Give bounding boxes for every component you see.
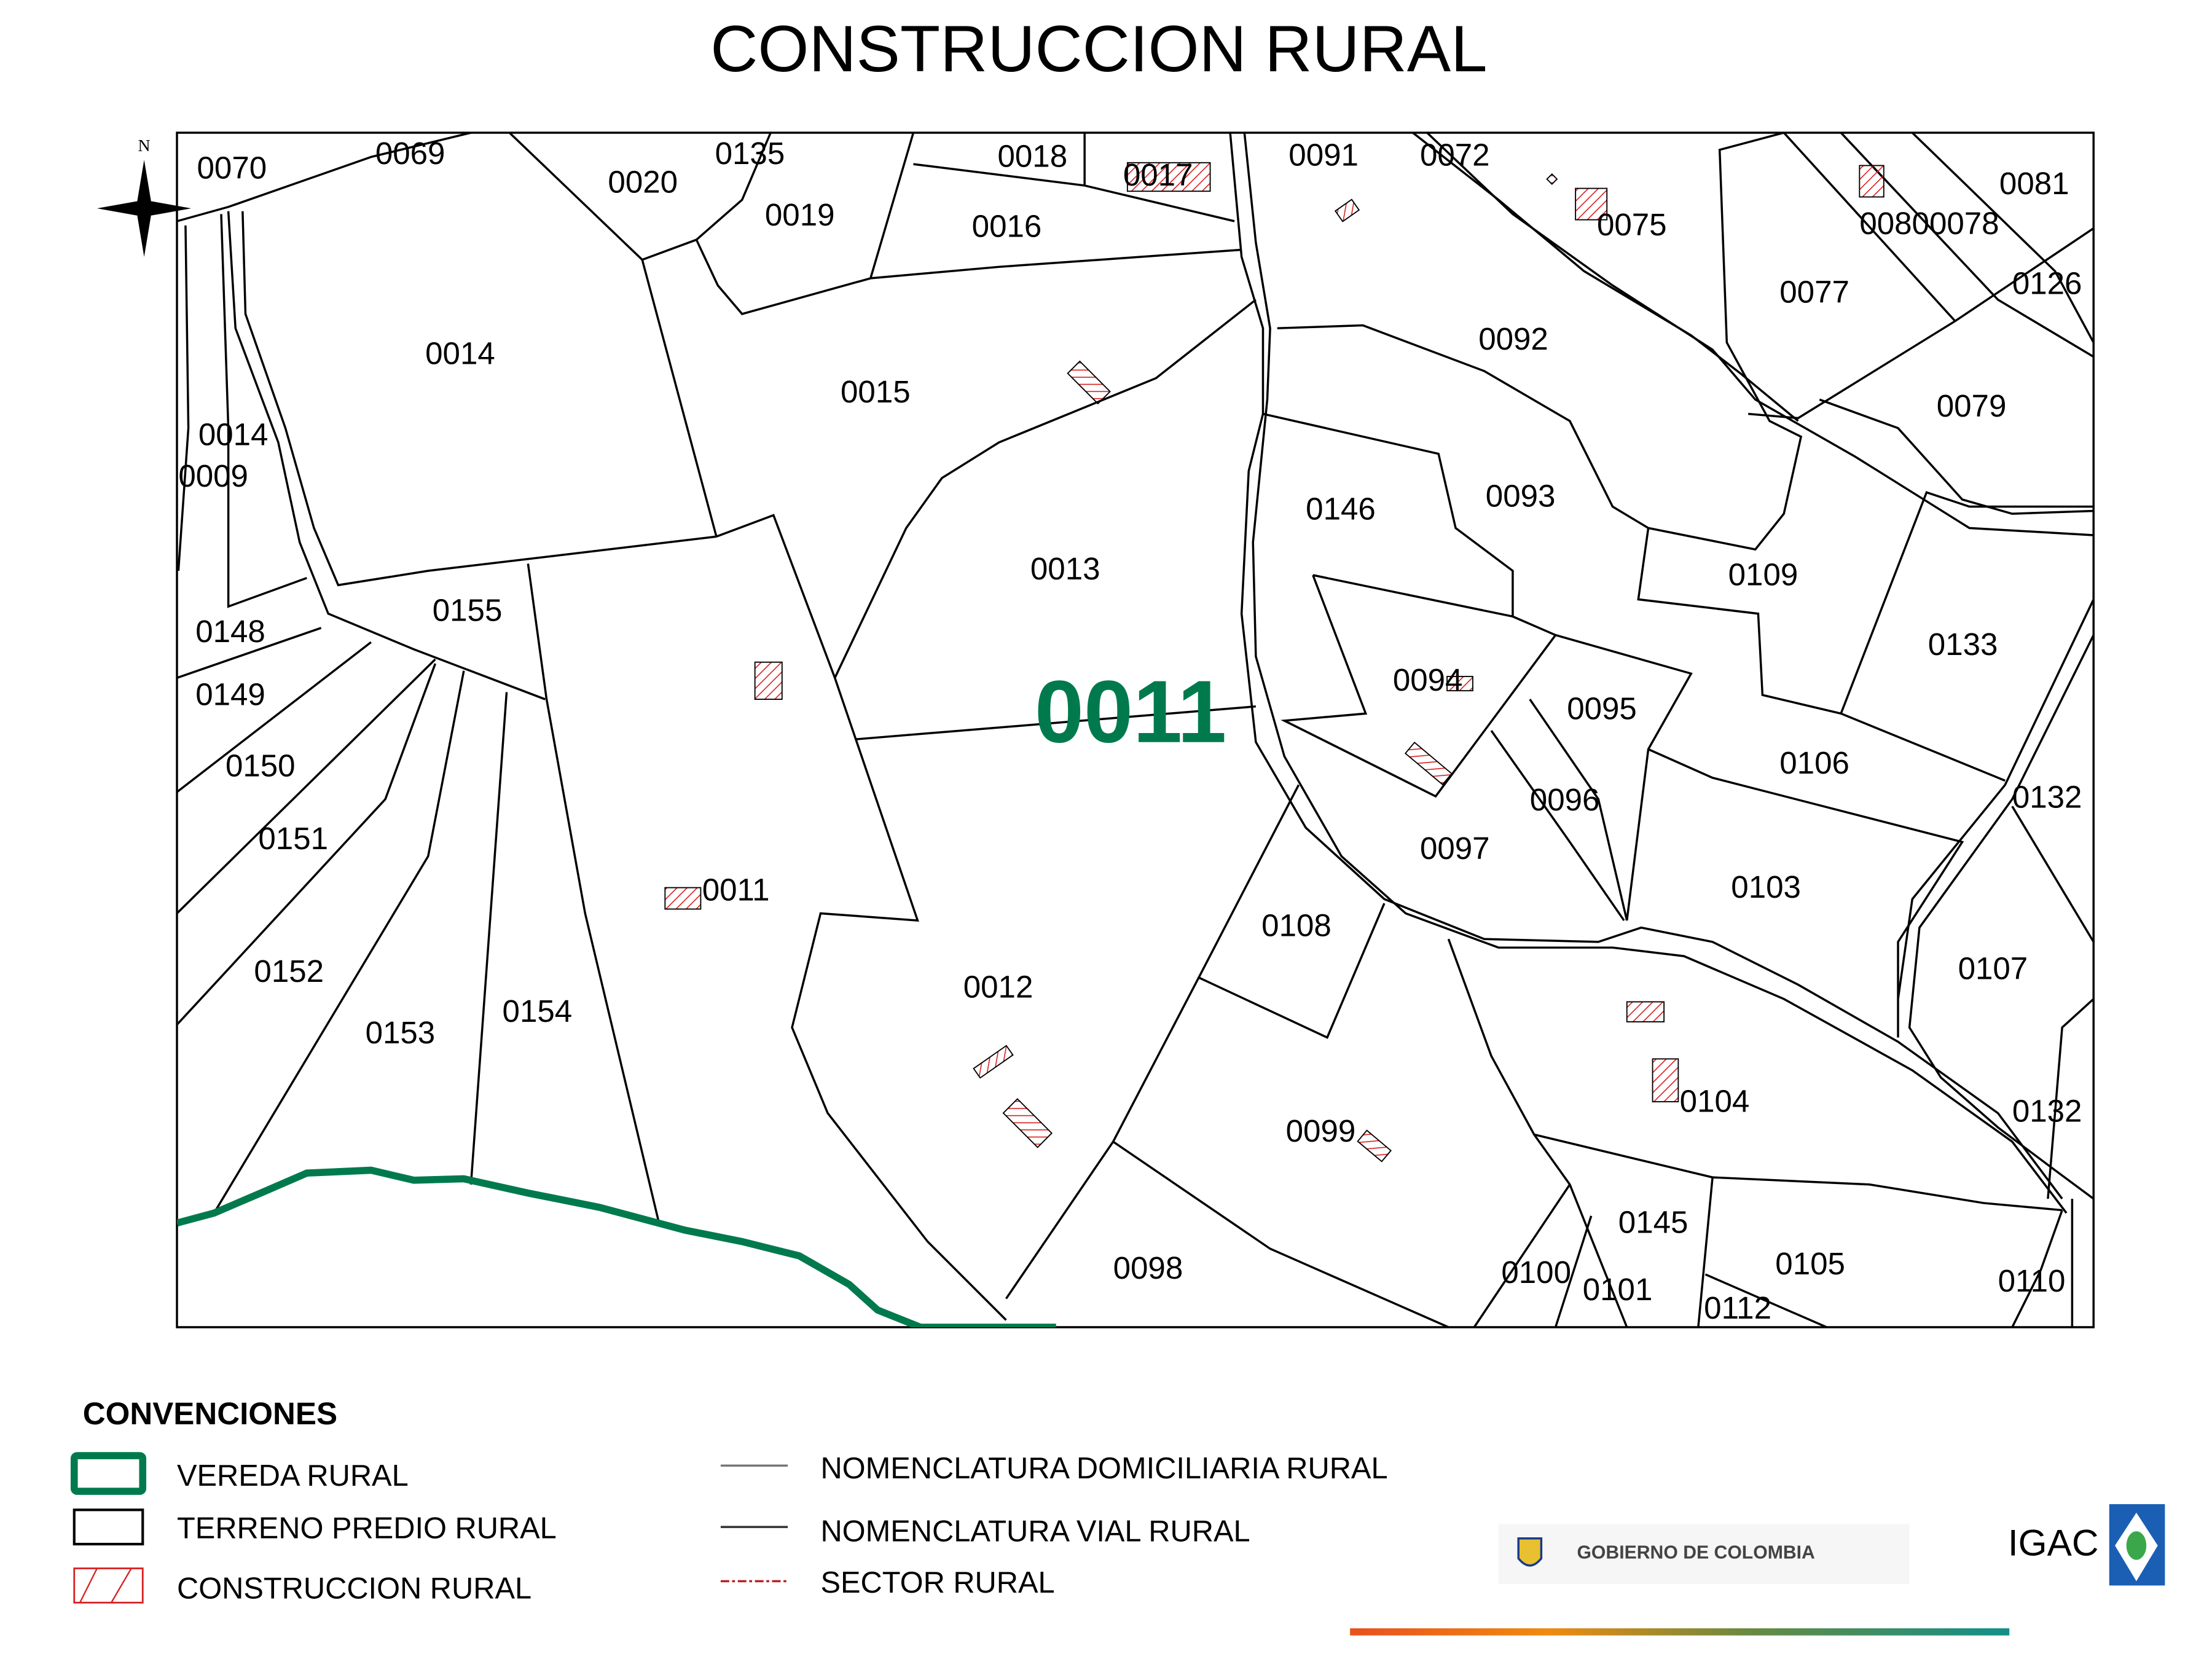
construction-polygon bbox=[1446, 675, 1473, 692]
legend-symbol-terreno bbox=[73, 1508, 144, 1546]
vereda-code-label: 0011 bbox=[1035, 662, 1226, 761]
parcel-label: 0106 bbox=[1779, 745, 1849, 780]
parcel-label: 0151 bbox=[258, 821, 328, 856]
map-title: CONSTRUCCION RURAL bbox=[710, 12, 1487, 85]
parcel-label: 0012 bbox=[963, 969, 1033, 1004]
legend-symbol-construccion bbox=[73, 1567, 144, 1604]
parcel-label: 0149 bbox=[195, 677, 265, 712]
construction-polygon bbox=[1357, 1129, 1392, 1163]
parcel-label: 0096 bbox=[1530, 782, 1600, 817]
parcel-label: 0070 bbox=[197, 150, 267, 185]
parcel-label: 0017 bbox=[1123, 157, 1193, 192]
parcel-label: 0150 bbox=[226, 748, 296, 783]
construction-polygon bbox=[754, 661, 783, 700]
parcel-label: 0069 bbox=[375, 136, 445, 171]
parcel-label: 0108 bbox=[1261, 908, 1332, 943]
north-label: N bbox=[138, 136, 151, 155]
parcel-label: 0153 bbox=[366, 1015, 436, 1050]
construction-polygon bbox=[664, 887, 702, 910]
construction-polygon bbox=[1334, 198, 1360, 222]
parcel-label: 0126 bbox=[2012, 265, 2082, 300]
parcel-label: 0146 bbox=[1306, 491, 1376, 526]
parcel-labels: 0070 0069 0020 0135 0019 0018 0017 0016 0091 0072… bbox=[178, 136, 2082, 1325]
parcel-label: 0154 bbox=[503, 994, 573, 1029]
parcel-label: 0013 bbox=[1030, 551, 1100, 586]
legend-label-construccion: CONSTRUCCION RURAL bbox=[177, 1572, 531, 1605]
map-frame bbox=[176, 131, 2095, 1328]
legend-label-domiciliaria: NOMENCLATURA DOMICILIARIA RURAL bbox=[820, 1452, 1387, 1485]
parcel-label: 0081 bbox=[1999, 166, 2069, 201]
legend-symbol-vereda bbox=[70, 1452, 147, 1495]
igac-logo: IGAC bbox=[2008, 1504, 2165, 1586]
construction-polygon bbox=[1575, 187, 1608, 221]
parcel-boundaries bbox=[177, 133, 2094, 1327]
gobierno-label: GOBIERNO DE COLOMBIA bbox=[1577, 1542, 1814, 1563]
construction-polygon bbox=[1126, 162, 1211, 192]
parcel-label: 0075 bbox=[1597, 207, 1667, 242]
parcel-label: 0094 bbox=[1393, 662, 1463, 697]
parcel-label: 0133 bbox=[1928, 627, 1998, 662]
parcel-label: 0132 bbox=[2012, 1094, 2082, 1129]
gobierno-logo: GOBIERNO DE COLOMBIA bbox=[1498, 1524, 1910, 1585]
parcel-label: 0097 bbox=[1420, 831, 1490, 866]
parcel-label: 0077 bbox=[1779, 274, 1849, 309]
construction-polygon bbox=[1546, 173, 1558, 186]
parcel-label: 0019 bbox=[765, 197, 835, 232]
parcel-label: 0107 bbox=[1958, 951, 2028, 986]
parcel-label: 0148 bbox=[195, 614, 265, 649]
parcel-label: 0104 bbox=[1680, 1083, 1750, 1118]
parcel-label: 0092 bbox=[1478, 321, 1548, 356]
parcel-label: 0009 bbox=[178, 458, 248, 493]
construction-polygon bbox=[1404, 741, 1453, 786]
parcel-label: 0098 bbox=[1113, 1250, 1183, 1285]
construction-polygon bbox=[1652, 1058, 1679, 1102]
parcel-label: 0155 bbox=[433, 592, 503, 627]
legend-label-vereda: VEREDA RURAL bbox=[177, 1459, 409, 1492]
parcel-label: 0011 bbox=[702, 873, 770, 908]
parcel-label: 0093 bbox=[1486, 479, 1556, 514]
coat-of-arms-icon bbox=[1517, 1537, 1543, 1567]
vereda-boundary bbox=[177, 1166, 1056, 1327]
parcel-label: 0145 bbox=[1618, 1205, 1688, 1240]
parcel-label: 0105 bbox=[1775, 1246, 1845, 1281]
north-arrow-icon: N bbox=[96, 136, 192, 257]
parcel-label: 0099 bbox=[1286, 1113, 1356, 1148]
igac-label: IGAC bbox=[2008, 1522, 2099, 1564]
parcel-label: 0072 bbox=[1420, 137, 1490, 172]
construction-polygon bbox=[1626, 1001, 1665, 1022]
construction-layer bbox=[664, 162, 1885, 1163]
legend-label-sector: SECTOR RURAL bbox=[820, 1566, 1054, 1599]
construction-polygon bbox=[973, 1045, 1014, 1079]
legend: CONVENCIONES VEREDA RURAL TERRENO PREDIO… bbox=[70, 1396, 1388, 1605]
parcel-label: 0020 bbox=[608, 165, 678, 200]
parcel-label: 0103 bbox=[1731, 869, 1801, 904]
legend-heading: CONVENCIONES bbox=[83, 1396, 337, 1431]
parcel-label: 0152 bbox=[254, 954, 324, 989]
construction-polygon bbox=[1859, 165, 1885, 198]
parcel-label: 0109 bbox=[1728, 557, 1798, 592]
construction-polygon bbox=[1002, 1098, 1053, 1148]
legend-label-vial: NOMENCLATURA VIAL RURAL bbox=[820, 1515, 1250, 1548]
parcel-label: 0014 bbox=[425, 335, 495, 371]
legend-label-terreno: TERRENO PREDIO RURAL bbox=[177, 1512, 557, 1545]
construction-polygon bbox=[1067, 360, 1111, 405]
parcel-label: 0101 bbox=[1583, 1272, 1653, 1307]
parcel-label: 0014 bbox=[198, 417, 269, 452]
parcel-label: 0132 bbox=[2012, 780, 2082, 815]
parcel-label: 0112 bbox=[1704, 1290, 1771, 1325]
parcel-label: 00800078 bbox=[1859, 206, 1999, 241]
parcel-label: 0110 bbox=[1998, 1263, 2066, 1298]
parcel-label: 0135 bbox=[715, 136, 785, 171]
parcel-label: 0079 bbox=[1937, 388, 2007, 423]
parcel-label: 0015 bbox=[841, 374, 911, 409]
color-strip bbox=[1350, 1628, 2010, 1636]
parcel-label: 0100 bbox=[1501, 1255, 1571, 1290]
parcel-label: 0016 bbox=[972, 209, 1042, 244]
parcel-label: 0018 bbox=[997, 139, 1067, 174]
parcel-label: 0091 bbox=[1288, 137, 1359, 172]
parcel-label: 0095 bbox=[1567, 691, 1637, 726]
